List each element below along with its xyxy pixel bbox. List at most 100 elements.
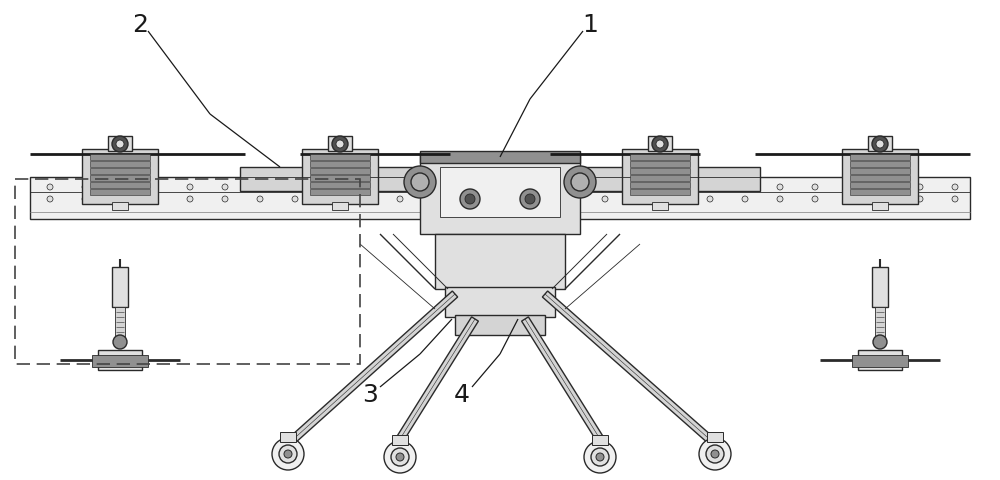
Bar bbox=[310, 190, 370, 195]
Circle shape bbox=[706, 445, 724, 463]
Circle shape bbox=[391, 448, 409, 466]
Circle shape bbox=[742, 197, 748, 203]
Bar bbox=[328, 137, 352, 152]
Circle shape bbox=[292, 197, 298, 203]
Bar bbox=[872, 203, 888, 211]
Bar bbox=[90, 176, 150, 181]
Bar bbox=[648, 137, 672, 152]
Circle shape bbox=[567, 185, 573, 191]
Circle shape bbox=[777, 185, 783, 191]
Circle shape bbox=[525, 194, 535, 204]
Bar bbox=[310, 162, 370, 168]
Circle shape bbox=[699, 438, 731, 470]
Bar bbox=[30, 178, 450, 219]
Bar bbox=[98, 350, 142, 370]
Circle shape bbox=[672, 197, 678, 203]
Circle shape bbox=[742, 185, 748, 191]
Circle shape bbox=[602, 185, 608, 191]
Bar bbox=[302, 150, 378, 204]
Circle shape bbox=[812, 197, 818, 203]
Bar bbox=[630, 182, 690, 189]
Circle shape bbox=[847, 197, 853, 203]
Circle shape bbox=[882, 197, 888, 203]
Polygon shape bbox=[542, 291, 718, 447]
Bar bbox=[630, 155, 690, 161]
Bar bbox=[850, 162, 910, 168]
Circle shape bbox=[873, 336, 887, 349]
Circle shape bbox=[711, 450, 719, 458]
Bar bbox=[440, 168, 560, 217]
Bar bbox=[630, 162, 690, 168]
Bar bbox=[850, 155, 910, 161]
Circle shape bbox=[117, 185, 123, 191]
Circle shape bbox=[917, 197, 923, 203]
Circle shape bbox=[284, 450, 292, 458]
Circle shape bbox=[591, 448, 609, 466]
Bar bbox=[310, 155, 370, 161]
Bar bbox=[868, 137, 892, 152]
Bar bbox=[112, 267, 128, 307]
Bar bbox=[850, 182, 910, 189]
Circle shape bbox=[187, 185, 193, 191]
Text: 2: 2 bbox=[132, 13, 148, 37]
Circle shape bbox=[116, 141, 124, 149]
Bar bbox=[90, 168, 150, 175]
Bar bbox=[310, 168, 370, 175]
Polygon shape bbox=[392, 317, 478, 449]
Circle shape bbox=[397, 185, 403, 191]
Circle shape bbox=[152, 185, 158, 191]
Circle shape bbox=[672, 185, 678, 191]
Circle shape bbox=[707, 185, 713, 191]
Circle shape bbox=[596, 453, 604, 461]
Circle shape bbox=[707, 197, 713, 203]
Circle shape bbox=[47, 197, 53, 203]
Circle shape bbox=[397, 197, 403, 203]
Circle shape bbox=[82, 185, 88, 191]
Circle shape bbox=[187, 197, 193, 203]
Circle shape bbox=[812, 185, 818, 191]
Bar bbox=[858, 350, 902, 370]
Circle shape bbox=[257, 197, 263, 203]
Bar bbox=[630, 176, 690, 181]
Circle shape bbox=[882, 185, 888, 191]
Circle shape bbox=[602, 197, 608, 203]
Circle shape bbox=[564, 167, 596, 199]
Circle shape bbox=[571, 174, 589, 192]
Bar bbox=[420, 155, 580, 235]
Bar bbox=[240, 168, 418, 192]
Circle shape bbox=[460, 190, 480, 210]
Circle shape bbox=[637, 197, 643, 203]
Circle shape bbox=[222, 185, 228, 191]
Bar bbox=[582, 168, 760, 192]
Bar bbox=[82, 150, 158, 204]
Circle shape bbox=[952, 185, 958, 191]
Circle shape bbox=[396, 453, 404, 461]
Circle shape bbox=[404, 167, 436, 199]
Polygon shape bbox=[285, 291, 458, 447]
Bar bbox=[15, 180, 360, 364]
Circle shape bbox=[362, 185, 368, 191]
Circle shape bbox=[384, 441, 416, 473]
Text: 1: 1 bbox=[582, 13, 598, 37]
Bar bbox=[332, 203, 348, 211]
Bar bbox=[310, 176, 370, 181]
Circle shape bbox=[637, 185, 643, 191]
Bar bbox=[435, 235, 565, 289]
Circle shape bbox=[272, 438, 304, 470]
Bar bbox=[108, 137, 132, 152]
Circle shape bbox=[656, 141, 664, 149]
Bar bbox=[842, 150, 918, 204]
Bar bbox=[875, 307, 885, 337]
Circle shape bbox=[117, 197, 123, 203]
Circle shape bbox=[567, 197, 573, 203]
Bar bbox=[622, 150, 698, 204]
Circle shape bbox=[336, 141, 344, 149]
Circle shape bbox=[292, 185, 298, 191]
Circle shape bbox=[257, 185, 263, 191]
Bar bbox=[90, 182, 150, 189]
Bar bbox=[850, 176, 910, 181]
Circle shape bbox=[520, 190, 540, 210]
Circle shape bbox=[152, 197, 158, 203]
Circle shape bbox=[82, 197, 88, 203]
Circle shape bbox=[465, 194, 475, 204]
